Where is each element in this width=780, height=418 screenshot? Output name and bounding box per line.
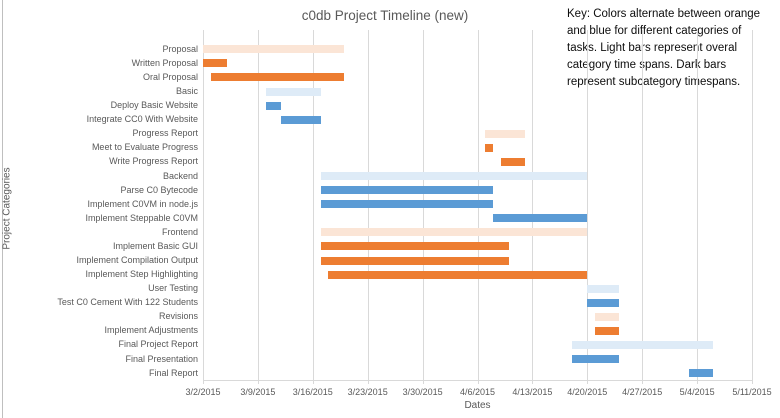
tick-mark [587,380,589,384]
gantt-bar [485,143,494,152]
gridline [697,30,699,380]
tick-mark [642,380,644,384]
y-axis-label: Parse C0 Bytecode [120,184,198,195]
gridline [752,30,753,380]
tick-mark [477,380,479,384]
tick-mark [312,380,314,384]
gantt-bar [501,157,525,166]
gantt-bar [265,87,321,96]
y-axis-label: Revisions [158,311,198,322]
gantt-bar [689,369,713,378]
gantt-bar [587,284,619,293]
gantt-bar [587,298,619,307]
y-axis-label: Implement Basic GUI [112,240,198,251]
gantt-bar [328,270,588,279]
y-axis-label: Final Presentation [125,353,198,364]
gantt-bar [320,242,509,251]
gridline [587,30,589,380]
gridline [312,30,314,380]
x-tick-label: 3/16/2015 [292,387,333,397]
gantt-bar [210,73,345,82]
gantt-bar [203,45,345,54]
x-tick-label: 3/2/2015 [185,387,221,397]
gantt-bar [203,59,227,68]
y-axis-label: Implement Compilation Output [76,255,198,265]
x-tick-label: 3/9/2015 [240,387,276,397]
gantt-bar [320,200,494,209]
x-axis-title: Dates [464,400,491,411]
gantt-bar [493,214,588,223]
gantt-bar [320,256,509,265]
gridline [532,30,534,380]
key-line: and blue for different categories of [567,25,742,37]
key-line: Key: Colors alternate between orange [567,8,761,20]
gridline [642,30,644,380]
key-line: represent subcategory timespans. [567,76,741,88]
x-tick-label: 4/6/2015 [459,387,496,397]
y-axis-label: Frontend [161,226,198,237]
x-tick-label: 4/20/2015 [567,387,608,397]
gridline [203,30,204,380]
gantt-bar [320,228,588,237]
gantt-bar [571,355,619,364]
legend-key-note: Key: Colors alternate between orange and… [567,6,779,91]
tick-mark [367,380,369,384]
y-axis-label: Basic [175,86,198,97]
tick-mark [532,380,534,384]
y-axis-title: Project Categories [1,167,13,250]
y-axis-label: Implement Steppable C0VM [85,212,198,223]
tick-mark [422,380,424,384]
tick-mark [752,380,753,384]
x-tick-label: 4/13/2015 [512,387,553,397]
y-axis-label: Final Project Report [118,339,198,350]
chart-title: c0db Project Timeline (new) [301,8,469,23]
y-axis-label: Deploy Basic Website [110,100,198,111]
y-axis-label: Integrate CC0 With Website [86,114,198,125]
key-line: tasks. Light bars represent overal [567,42,738,54]
key-line: category time spans. Dark bars [567,59,727,71]
y-axis-label: Backend [162,170,198,181]
x-tick-label: 5/11/2015 [732,387,772,397]
y-axis-label: Implement C0VM in node.js [87,198,198,209]
gantt-bar [320,172,588,181]
x-tick-label: 4/27/2015 [622,387,663,397]
gantt-bar [320,186,494,195]
tick-mark [203,380,204,384]
y-axis-label: Written Proposal [131,57,198,68]
y-axis-label: Meet to Evaluate Progress [91,142,198,153]
y-axis-label: Final Report [148,367,198,378]
y-axis-label: Implement Adjustments [104,325,198,336]
gantt-bar [595,326,619,335]
gantt-bar [281,115,321,124]
y-axis-label: Progress Report [132,128,198,139]
y-axis-label: Proposal [162,43,198,54]
x-tick-label: 3/23/2015 [347,387,388,397]
tick-mark [697,380,699,384]
left-edge-divider [2,0,3,418]
y-axis-label: Oral Proposal [142,71,198,82]
y-axis-label: Write Progress Report [109,156,198,167]
y-axis-label: Implement Step Highlighting [85,269,198,280]
gantt-bar [595,312,619,321]
gantt-bar [571,340,713,349]
gantt-bar [485,129,525,138]
tick-mark [257,380,259,384]
gridline [257,30,259,380]
y-axis-label: Test C0 Cement With 122 Students [57,297,198,308]
y-axis-label: User Testing [148,283,198,294]
gantt-bar [265,101,282,110]
x-tick-label: 3/30/2015 [402,387,443,397]
x-tick-label: 5/4/2015 [679,387,715,397]
x-axis-line [203,380,753,381]
